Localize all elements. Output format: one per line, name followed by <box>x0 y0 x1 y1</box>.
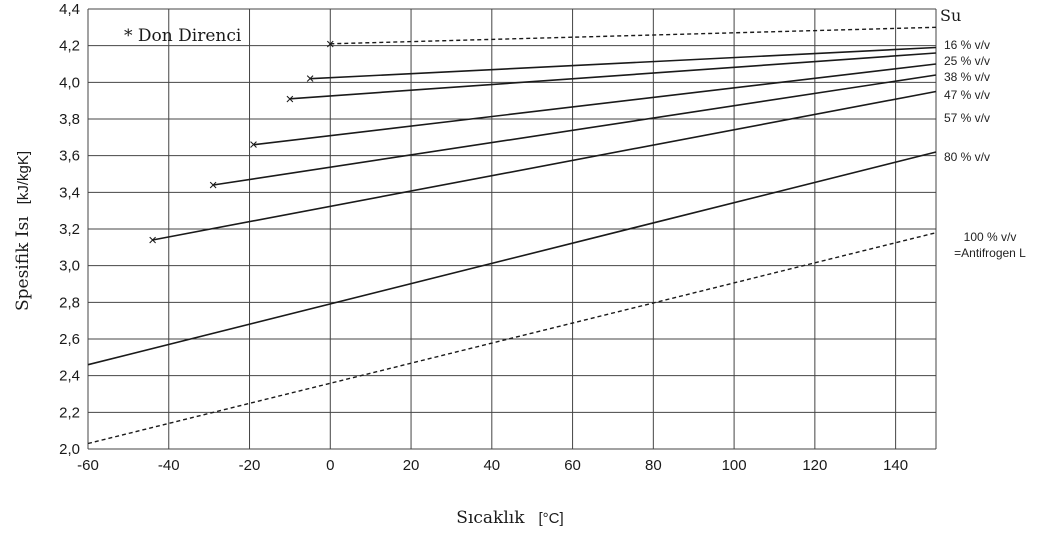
frost-point-marker: × <box>306 71 315 88</box>
series-line <box>152 90 937 241</box>
series-line <box>87 232 937 445</box>
x-tick-label: 60 <box>564 457 581 474</box>
y-tick-label: 2,6 <box>59 331 80 348</box>
y-tick-label: 3,6 <box>59 148 80 165</box>
x-axis-title-text: Sıcaklık <box>456 508 525 528</box>
y-tick-label: 3,2 <box>59 221 80 238</box>
frost-point-marker: × <box>148 232 157 249</box>
series-line <box>213 74 937 186</box>
frost-point-marker: × <box>326 36 335 53</box>
frost-point-marker: × <box>209 177 218 194</box>
x-tick-label: 0 <box>326 457 334 474</box>
x-axis-ticks: -60 -40 -20 0 20 40 60 80 100 120 140 <box>77 457 908 474</box>
y-tick-label: 3,0 <box>59 258 80 275</box>
series-line <box>310 46 937 80</box>
x-tick-label: 120 <box>802 457 827 474</box>
series-line <box>289 52 937 100</box>
y-tick-label: 3,8 <box>59 111 80 128</box>
y-axis-title-unit: [kJ/kgK] <box>15 151 32 204</box>
series-label: 25 % v/v <box>944 54 990 68</box>
y-tick-label: 4,4 <box>59 1 80 18</box>
x-axis-title: Sıcaklık [°C] <box>456 508 563 528</box>
x-tick-label: 100 <box>722 457 747 474</box>
y-tick-label: 4,2 <box>59 38 80 55</box>
x-tick-label: 20 <box>403 457 420 474</box>
y-axis-ticks: 2,0 2,2 2,4 2,6 2,8 3,0 3,2 3,4 3,6 3,8 4,0 4,2 4,4 <box>59 1 80 458</box>
y-tick-label: 2,8 <box>59 294 80 311</box>
series-label-sub: =Antifrogen L <box>954 246 1026 260</box>
series-label: 47 % v/v <box>944 88 990 102</box>
series-line <box>330 26 937 45</box>
y-tick-label: 2,2 <box>59 404 80 421</box>
x-tick-label: 40 <box>483 457 500 474</box>
y-axis-title-text: Spesifik Isı <box>13 216 33 311</box>
x-tick-label: -20 <box>239 457 261 474</box>
x-axis-title-unit: [°C] <box>539 510 564 527</box>
y-tick-label: 3,4 <box>59 184 80 201</box>
x-tick-label: 140 <box>883 457 908 474</box>
x-tick-label: -40 <box>158 457 180 474</box>
series-line <box>253 63 937 146</box>
grid <box>87 8 937 450</box>
y-tick-label: 2,4 <box>59 368 80 385</box>
series-label: 80 % v/v <box>944 150 990 164</box>
x-tick-label: 80 <box>645 457 662 474</box>
series-lines: × × × × × × <box>87 26 937 445</box>
frost-point-marker: × <box>286 91 295 108</box>
series-label: 16 % v/v <box>944 38 990 52</box>
series-label: Su <box>940 6 961 25</box>
frost-point-marker: × <box>249 137 258 154</box>
y-tick-label: 2,0 <box>59 441 80 458</box>
series-line <box>87 151 937 366</box>
series-label: 57 % v/v <box>944 111 990 125</box>
x-tick-label: -60 <box>77 457 99 474</box>
y-axis-title: Spesifik Isı [kJ/kgK] <box>13 151 33 311</box>
frost-annotation: * Don Direnci <box>124 26 242 46</box>
series-label: 100 % v/v <box>964 230 1017 244</box>
y-tick-label: 4,0 <box>59 74 80 91</box>
series-label: 38 % v/v <box>944 70 990 84</box>
series-labels: Su 16 % v/v 25 % v/v 38 % v/v 47 % v/v 57 % v… <box>940 6 1026 260</box>
